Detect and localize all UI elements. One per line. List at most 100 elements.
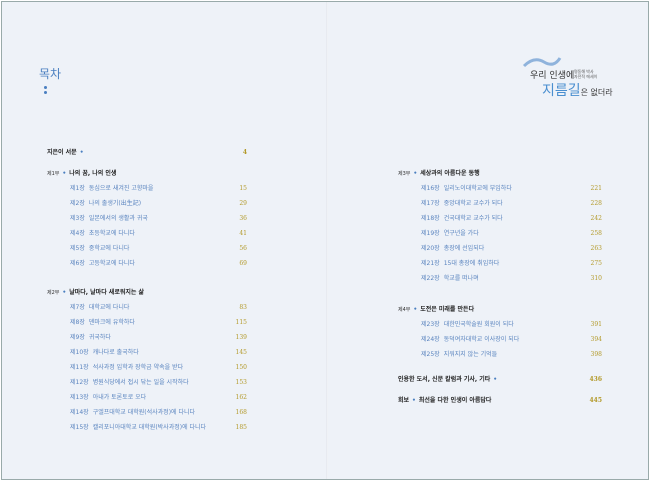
toc-chapter[interactable]: 제25장 지워지지 않는 기억들 398 — [398, 347, 602, 362]
chapter-title: 15대 총장에 취임하다 — [443, 260, 500, 267]
bullet-icon: • — [413, 170, 418, 177]
chapter-title: 동심으로 새겨진 고향마을 — [88, 185, 154, 192]
chapter-number: 제9장 — [70, 334, 85, 341]
bullet-icon: • — [412, 397, 416, 404]
page-number: 162 — [235, 394, 247, 401]
part-number: 제1부 — [47, 171, 60, 177]
page-number: 83 — [239, 304, 247, 311]
toc-chapter[interactable]: 제18장 건국대학교 교수가 되다 242 — [398, 211, 602, 226]
page-number: 391 — [590, 321, 602, 328]
toc-part-heading[interactable]: 제2부 • 날마다, 날마다 새로워지는 삶 — [47, 285, 247, 300]
chapter-title: 지워지지 않는 기억들 — [443, 351, 498, 358]
toc-chapter[interactable]: 제23장 대한민국학술원 회원이 되다 391 — [398, 317, 602, 332]
toc-part-heading[interactable]: 제1부 • 나의 꿈, 나의 인생 — [47, 166, 247, 181]
page-number: 36 — [239, 215, 247, 222]
toc-references[interactable]: 인용한 도서, 신문 칼럼과 기사, 기타 • 436 — [398, 372, 602, 387]
page-number: 150 — [235, 364, 247, 371]
toc-chapter[interactable]: 제10장 캐나다로 출국하다 145 — [47, 345, 247, 360]
toc-chapter[interactable]: 제1장 동심으로 새겨진 고향마을 15 — [47, 181, 247, 196]
toc-chapter[interactable]: 제6장 고등학교에 다니다 69 — [47, 256, 247, 271]
toc-chapter[interactable]: 제9장 귀국하다 139 — [47, 330, 247, 345]
chapter-number: 제13장 — [70, 394, 89, 401]
chapter-title: 병원식당에서 접시 닦는 일을 시작하다 — [92, 379, 189, 386]
toc-chapter[interactable]: 제21장 15대 총장에 취임하다 275 — [398, 256, 602, 271]
toc-chapter[interactable]: 제14장 구엘프대학교 대학원(석사과정)에 다니다 168 — [47, 405, 247, 420]
chapter-title: 대학교에 다니다 — [88, 304, 130, 311]
chapter-number: 제20장 — [421, 245, 440, 252]
bullet-icon: • — [79, 149, 84, 156]
chapter-title: 캘리포니아대학교 대학원(박사과정)에 다니다 — [92, 424, 207, 431]
page-number: 145 — [235, 349, 247, 356]
chapter-title: 일본에서의 생활과 귀국 — [88, 215, 148, 222]
bullet-icon: • — [413, 306, 418, 313]
chapter-title: 덴마크에 유학하다 — [88, 319, 135, 326]
toc-chapter[interactable]: 제15장 캘리포니아대학교 대학원(박사과정)에 다니다 185 — [47, 420, 247, 435]
chapter-title: 캐나다로 출국하다 — [92, 349, 139, 356]
chapter-number: 제1장 — [70, 185, 85, 192]
toc-chapter[interactable]: 제22장 학교를 떠나며 310 — [398, 271, 602, 286]
part-title: 도전은 미래를 만든다 — [420, 306, 475, 313]
toc-chapter[interactable]: 제24장 동덕여자대학교 이사장이 되다 394 — [398, 332, 602, 347]
bullet-icon: • — [493, 376, 498, 383]
chapter-title: 초등학교에 다니다 — [88, 230, 135, 237]
wave-icon — [522, 57, 562, 68]
toc-chapter[interactable]: 제11장 석사과정 입학과 장학금 약속을 받다 150 — [47, 360, 247, 375]
toc-chapter[interactable]: 제8장 덴마크에 유학하다 115 — [47, 315, 247, 330]
toc-part-heading[interactable]: 제3부 • 세상과의 아름다운 동행 — [398, 166, 602, 181]
chapter-title: 구엘프대학교 대학원(석사과정)에 다니다 — [92, 409, 196, 416]
toc-chapter[interactable]: 제2장 나의 출생기(出生記) 29 — [47, 196, 247, 211]
chapter-title: 나의 출생기(出生記) — [88, 200, 142, 207]
logo-line2: 지름길은 없더라 — [542, 83, 613, 99]
chapter-number: 제12장 — [70, 379, 89, 386]
chapter-number: 제22장 — [421, 275, 440, 282]
chapter-title: 대한민국학술원 회원이 되다 — [443, 321, 514, 328]
chapter-number: 제3장 — [70, 215, 85, 222]
part-number: 제4부 — [398, 307, 411, 313]
toc-chapter[interactable]: 제17장 중앙대학교 교수가 되다 228 — [398, 196, 602, 211]
toc-epilogue[interactable]: 회보 • 최선을 다한 인생이 아름답다 445 — [398, 393, 602, 408]
bullet-icon: • — [62, 289, 67, 296]
part-title: 나의 꿈, 나의 인생 — [69, 170, 117, 177]
chapter-title: 석사과정 입학과 장학금 약속을 받다 — [92, 364, 184, 371]
book-logo: 우리 인생에 명동해 박사 자전적 에세이 지름길은 없더라 — [512, 54, 632, 104]
chapter-title: 총장에 선임되다 — [443, 245, 485, 252]
toc-chapter[interactable]: 제20장 총장에 선임되다 263 — [398, 241, 602, 256]
chapter-title: 학교를 떠나며 — [443, 275, 479, 282]
toc-part-heading[interactable]: 제4부 • 도전은 미래를 만든다 — [398, 302, 602, 317]
chapter-number: 제8장 — [70, 319, 85, 326]
toc-preface[interactable]: 지은이 서문 • 4 — [47, 145, 247, 160]
toc-chapter[interactable]: 제5장 중학교에 다니다 56 — [47, 241, 247, 256]
chapter-number: 제5장 — [70, 245, 85, 252]
chapter-title: 건국대학교 교수가 되다 — [443, 215, 503, 222]
chapter-number: 제6장 — [70, 260, 85, 267]
toc-chapter[interactable]: 제3장 일본에서의 생활과 귀국 36 — [47, 211, 247, 226]
toc-chapter[interactable]: 제19장 연구년을 가다 258 — [398, 226, 602, 241]
toc-chapter[interactable]: 제12장 병원식당에서 접시 닦는 일을 시작하다 153 — [47, 375, 247, 390]
page-number: 168 — [235, 409, 247, 416]
bullet-icon: • — [62, 170, 67, 177]
page-number: 115 — [235, 319, 247, 326]
toc-chapter[interactable]: 제4장 초등학교에 다니다 41 — [47, 226, 247, 241]
page-number: 398 — [590, 351, 602, 358]
preface-label: 지은이 서문 — [47, 149, 77, 156]
chapter-title: 중앙대학교 교수가 되다 — [443, 200, 503, 207]
chapter-title: 동덕여자대학교 이사장이 되다 — [443, 336, 520, 343]
toc-chapter[interactable]: 제13장 아내가 토론토로 오다 162 — [47, 390, 247, 405]
page-number: 242 — [590, 215, 602, 222]
chapter-number: 제10장 — [70, 349, 89, 356]
toc-title: 목차 — [39, 67, 62, 81]
toc-chapter[interactable]: 제16장 일리노이대학교에 부임하다 221 — [398, 181, 602, 196]
part-title: 날마다, 날마다 새로워지는 삶 — [69, 289, 145, 296]
page-number: 228 — [590, 200, 602, 207]
page-number: 4 — [242, 149, 247, 156]
chapter-number: 제21장 — [421, 260, 440, 267]
chapter-title: 연구년을 가다 — [443, 230, 479, 237]
toc-chapter[interactable]: 제7장 대학교에 다니다 83 — [47, 300, 247, 315]
page-number: 275 — [590, 260, 602, 267]
logo-subtitle: 명동해 박사 자전적 에세이 — [574, 69, 598, 79]
chapter-number: 제15장 — [70, 424, 89, 431]
epilogue-label: 최선을 다한 인생이 아름답다 — [418, 397, 492, 404]
chapter-number: 제11장 — [70, 364, 89, 371]
chapter-title: 일리노이대학교에 부임하다 — [443, 185, 512, 192]
